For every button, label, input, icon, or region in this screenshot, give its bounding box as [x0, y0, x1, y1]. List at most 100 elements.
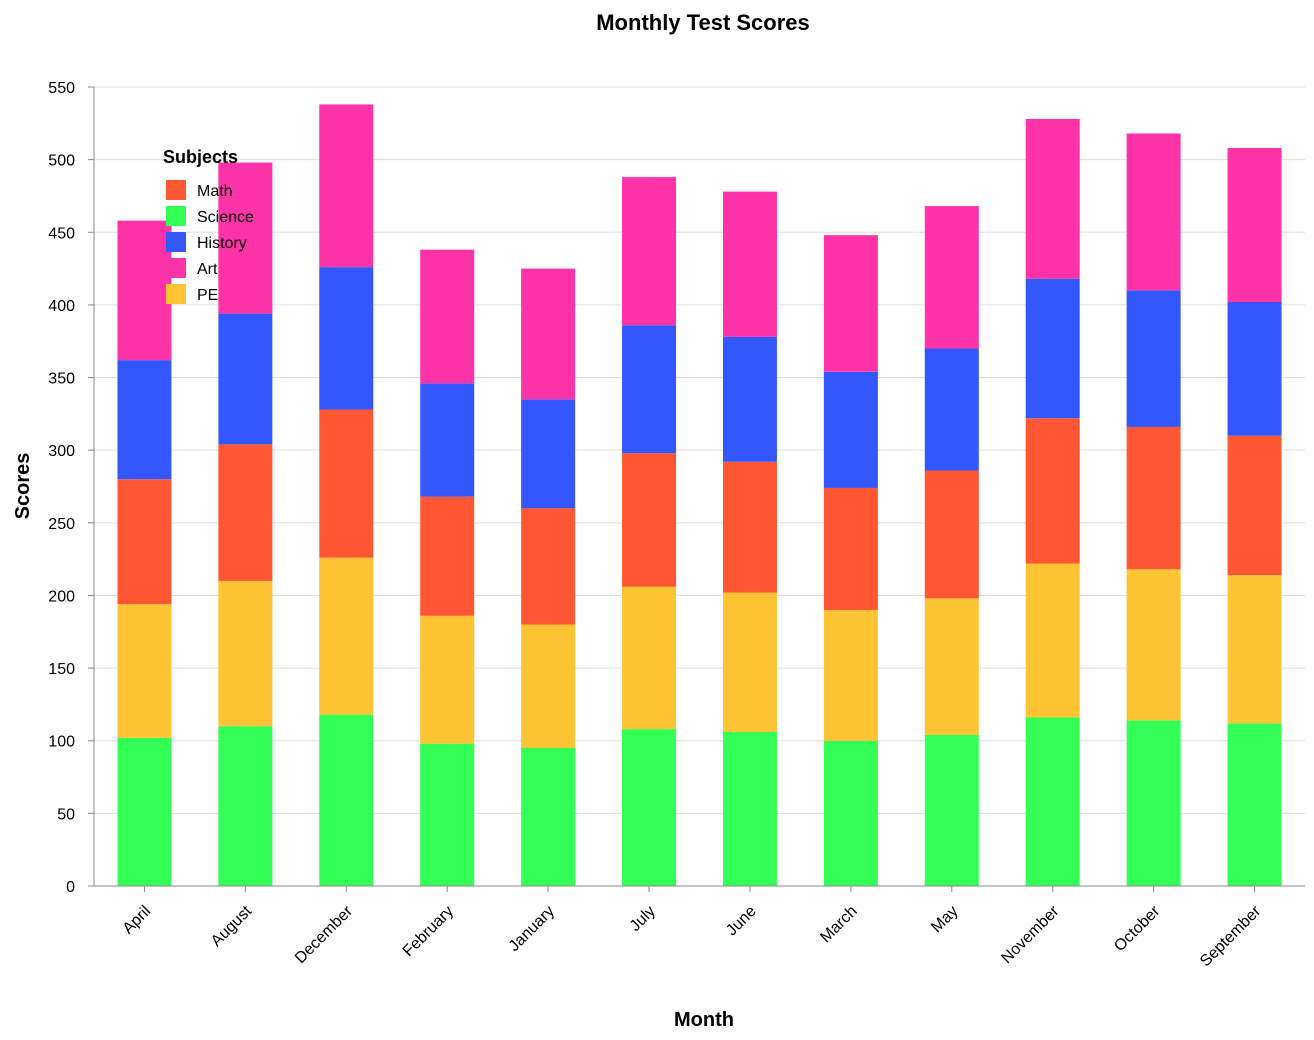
bar-pe-december	[319, 557, 374, 715]
bar-pe-june	[722, 592, 777, 733]
legend-label-art: Art	[197, 261, 218, 278]
y-tick-label: 550	[48, 80, 75, 97]
legend: Subjects Math Science History Art PE	[163, 147, 254, 304]
bar-pe-february	[420, 615, 475, 744]
bar-pe-july	[622, 586, 677, 730]
bar-art-august	[218, 162, 273, 314]
legend-swatch-history	[166, 232, 186, 252]
x-tick-label: October	[1111, 902, 1164, 955]
bar-art-may	[924, 206, 979, 349]
bar-pe-may	[924, 598, 979, 735]
bar-history-january	[521, 399, 576, 509]
bar-science-april	[117, 737, 172, 886]
x-tick-label: December	[292, 902, 357, 967]
bar-art-october	[1126, 133, 1181, 291]
bar-art-january	[521, 268, 576, 400]
x-tick-label: April	[120, 903, 155, 938]
x-tick-label: September	[1197, 902, 1265, 970]
bar-science-august	[218, 726, 273, 886]
grid-layer	[94, 86, 1305, 814]
bar-science-december	[319, 714, 374, 886]
bar-science-september	[1227, 723, 1282, 886]
x-tick-label: January	[506, 903, 558, 955]
legend-swatch-science	[166, 206, 186, 226]
bar-math-april	[117, 479, 172, 605]
y-tick-label: 500	[48, 153, 75, 170]
bar-science-march	[823, 740, 878, 886]
bar-math-october	[1126, 426, 1181, 570]
y-tick-label: 300	[48, 443, 75, 460]
bar-history-april	[117, 360, 172, 480]
bar-art-march	[823, 235, 878, 372]
x-tick-label: March	[817, 903, 860, 946]
bar-history-march	[823, 371, 878, 488]
bar-history-september	[1227, 302, 1282, 436]
bar-history-october	[1126, 290, 1181, 427]
y-tick-label: 100	[48, 734, 75, 751]
bar-math-september	[1227, 435, 1282, 576]
bar-art-september	[1227, 148, 1282, 303]
bar-science-january	[521, 747, 576, 886]
bar-history-august	[218, 313, 273, 445]
legend-title: Subjects	[163, 147, 238, 167]
bar-science-may	[924, 734, 979, 886]
bar-art-february	[420, 249, 475, 384]
bar-math-may	[924, 470, 979, 599]
bar-math-june	[722, 461, 777, 593]
bar-art-december	[319, 104, 374, 268]
bar-math-january	[521, 508, 576, 625]
y-tick-label: 250	[48, 516, 75, 533]
bar-pe-october	[1126, 569, 1181, 721]
bar-pe-august	[218, 580, 273, 727]
bar-art-april	[117, 220, 172, 361]
x-tick-label: August	[208, 902, 256, 950]
x-tick-label: February	[400, 903, 457, 960]
bar-history-february	[420, 383, 475, 497]
bar-science-june	[722, 732, 777, 886]
y-tick-label: 200	[48, 588, 75, 605]
bar-art-november	[1025, 118, 1080, 279]
bar-science-february	[420, 743, 475, 886]
x-tick-label: May	[928, 903, 961, 936]
bar-pe-march	[823, 609, 878, 741]
bar-history-november	[1025, 278, 1080, 419]
bar-math-december	[319, 409, 374, 558]
legend-label-history: History	[197, 235, 247, 252]
y-tick-label: 450	[48, 225, 75, 242]
x-tick-label: June	[723, 903, 760, 940]
bar-science-october	[1126, 720, 1181, 886]
bar-history-may	[924, 348, 979, 471]
legend-label-pe: PE	[197, 287, 218, 304]
legend-label-science: Science	[197, 209, 254, 226]
y-tick-label: 350	[48, 371, 75, 388]
y-axis-label: Scores	[12, 453, 34, 520]
bar-science-july	[622, 729, 677, 886]
y-tick-label: 0	[66, 879, 75, 896]
bar-pe-november	[1025, 563, 1080, 718]
x-axis-label: Month	[674, 1009, 734, 1031]
x-tick-label: November	[998, 902, 1063, 967]
bar-art-june	[722, 191, 777, 337]
bar-history-june	[722, 336, 777, 462]
bar-pe-april	[117, 604, 172, 738]
chart-title: Monthly Test Scores	[596, 10, 810, 35]
bar-pe-january	[521, 624, 576, 748]
bar-science-november	[1025, 717, 1080, 886]
bar-pe-september	[1227, 575, 1282, 724]
bar-art-july	[622, 177, 677, 326]
bar-math-august	[218, 444, 273, 581]
legend-swatch-art	[166, 258, 186, 278]
y-tick-label: 400	[48, 298, 75, 315]
bar-history-december	[319, 267, 374, 410]
legend-swatch-math	[166, 180, 186, 200]
bar-math-november	[1025, 418, 1080, 564]
bars-layer	[117, 104, 1282, 886]
legend-label-math: Math	[197, 183, 233, 200]
bar-math-february	[420, 496, 475, 616]
bar-math-march	[823, 487, 878, 610]
y-tick-label: 150	[48, 661, 75, 678]
x-tick-label: July	[627, 903, 659, 935]
bar-history-july	[622, 325, 677, 454]
